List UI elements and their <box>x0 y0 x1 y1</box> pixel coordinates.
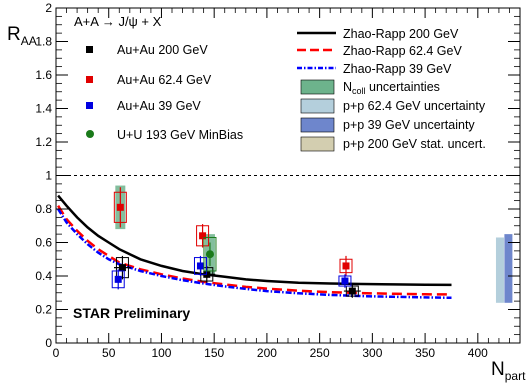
y-tick-label-3: 0.6 <box>35 236 52 250</box>
legend-label-ncoll-sub: coll <box>352 86 366 96</box>
y-tick-label-8: 1.6 <box>35 68 52 82</box>
legend-label-zr39: Zhao-Rapp 39 GeV <box>343 62 452 76</box>
legend-box-pp62 <box>300 98 335 114</box>
pp-band-1 <box>504 234 513 303</box>
point-s1-p0-marker <box>116 203 124 211</box>
y-tick-label-7: 1.4 <box>35 102 52 116</box>
pp-band-0 <box>495 237 504 303</box>
legend-label-pp62: p+p 62.4 GeV uncertainty <box>343 99 486 113</box>
y-tick-label-4: 0.8 <box>35 202 52 216</box>
x-axis-title-sub: part <box>505 369 526 383</box>
legend-label-ncoll: Ncoll uncertainties <box>343 80 440 96</box>
legend-label-ncoll-main: N <box>343 80 352 94</box>
x-tick-label-2: 100 <box>151 346 171 360</box>
legend-label-au200: Au+Au 200 GeV <box>117 43 208 57</box>
x-tick-label-3: 150 <box>204 346 224 360</box>
y-tick-label-2: 0.4 <box>35 269 52 283</box>
y-tick-label-6: 1.2 <box>35 135 52 149</box>
x-tick-label-7: 350 <box>415 346 435 360</box>
legend-label-au39: Au+Au 39 GeV <box>117 99 201 113</box>
x-axis-title: Npart <box>491 359 526 383</box>
x-tick-label-1: 50 <box>102 346 116 360</box>
x-tick-label-5: 250 <box>310 346 330 360</box>
legend-label-au62: Au+Au 62.4 GeV <box>117 73 212 87</box>
point-s2-p1-marker <box>196 262 204 270</box>
y-tick-label-1: 0.2 <box>35 303 52 317</box>
point-s0-p0-marker <box>118 264 126 272</box>
y-axis-title-sub: AA <box>21 34 37 48</box>
point-s2-p0-marker <box>114 275 122 283</box>
legend-label-zr62: Zhao-Rapp 62.4 GeV <box>343 44 462 58</box>
y-tick-label-10: 2 <box>45 1 52 15</box>
data-points <box>111 187 361 298</box>
point-s1-p2-marker <box>342 262 350 270</box>
point-s1-p1-marker <box>199 232 207 240</box>
legend-label-zr200: Zhao-Rapp 200 GeV <box>343 27 459 41</box>
x-tick-label-0: 0 <box>53 346 60 360</box>
preliminary-annotation: STAR Preliminary <box>73 305 190 321</box>
legend-right: Zhao-Rapp 200 GeV Zhao-Rapp 62.4 GeV Zha… <box>297 27 486 152</box>
legend-marker-au62 <box>86 76 93 83</box>
legend-marker-au200 <box>86 46 93 53</box>
point-s3-p0-sys <box>203 236 217 272</box>
x-axis-title-main: N <box>491 359 505 380</box>
x-tick-label-6: 300 <box>362 346 382 360</box>
y-axis-title-main: R <box>7 24 21 45</box>
axes: 0 50 100 150 200 250 300 350 400 0 0.2 0.4 0.6 0.8 1 1.… <box>35 1 521 360</box>
legend-box-pp39 <box>300 117 335 133</box>
x-tick-label-8: 400 <box>468 346 488 360</box>
legend-label-pp39: p+p 39 GeV uncertainty <box>343 118 475 132</box>
legend-marker-uu193 <box>86 130 94 138</box>
x-tick-label-4: 200 <box>257 346 277 360</box>
legend-marker-au39 <box>86 102 93 109</box>
point-s3-p0-marker <box>205 250 214 259</box>
point-s2-p2-marker <box>341 277 349 285</box>
y-axis-title: RAA <box>7 24 37 48</box>
legend-label-pp200: p+p 200 GeV stat. uncert. <box>343 137 486 151</box>
legend-left: Au+Au 200 GeV Au+Au 62.4 GeV Au+Au 39 Ge… <box>86 43 243 142</box>
point-s0-p2-marker <box>348 287 356 295</box>
reaction-label: A+A → J/ψ + X <box>74 14 162 29</box>
legend-box-pp200 <box>300 136 335 152</box>
y-tick-label-0: 0 <box>45 336 52 350</box>
legend-label-ncoll-rest: uncertainties <box>366 80 440 94</box>
y-tick-label-5: 1 <box>45 169 52 183</box>
legend-label-uu193: U+U 193 GeV MinBias <box>117 128 243 142</box>
y-tick-label-9: 1.8 <box>35 35 52 49</box>
legend-box-ncoll <box>300 79 335 95</box>
